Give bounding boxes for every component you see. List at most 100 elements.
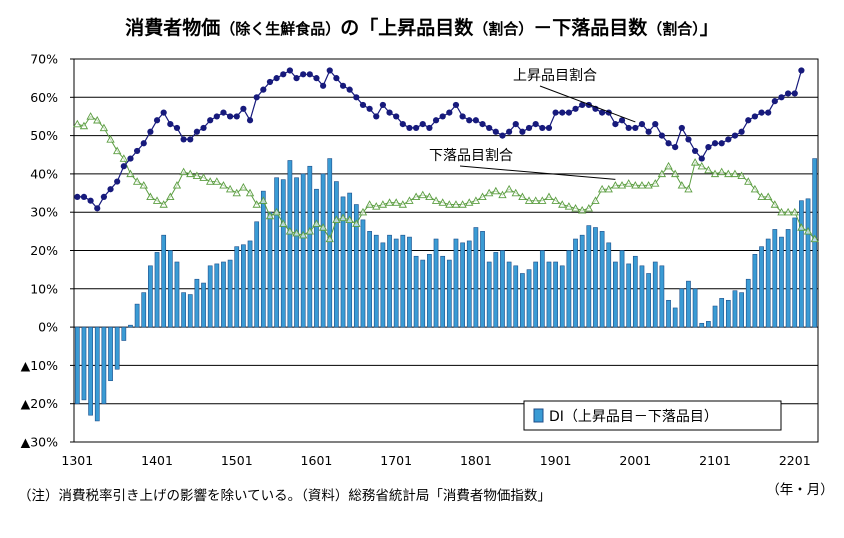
down-marker (445, 200, 454, 208)
di-bar (706, 321, 711, 328)
up-marker (479, 121, 486, 128)
di-bar (314, 188, 319, 328)
up-marker (466, 117, 473, 124)
di-bar (280, 179, 286, 328)
down-marker (478, 192, 487, 201)
up-marker (253, 94, 260, 101)
down-marker (372, 202, 381, 210)
di-bar (420, 259, 426, 328)
up-marker (711, 140, 719, 147)
up-marker (731, 132, 739, 139)
down-marker (737, 171, 746, 179)
axes: 70% 60% 50% 40% 30% 20% 10% 0% ▲10% ▲20% ▲30%1301 1… (21, 52, 811, 469)
di-bar (387, 234, 392, 328)
y-tick-label: ▲10% (21, 358, 59, 373)
di-bar (134, 303, 140, 328)
x-tick-label: 1701 (380, 453, 412, 468)
di-bar (380, 242, 386, 328)
down-marker (93, 115, 102, 124)
di-bar (666, 299, 671, 328)
down-marker (777, 207, 786, 216)
di-bar (174, 261, 180, 328)
up-marker (286, 67, 293, 74)
di-bar (626, 263, 632, 328)
di-bar (214, 263, 220, 328)
up-marker (280, 71, 287, 78)
up-marker (300, 71, 307, 78)
di-bar (154, 252, 160, 328)
chart-title: 消費者物価（除く生鮮食品）の「上昇品目数（割合）－下落品目数（割合）」 (125, 16, 719, 39)
up-marker (765, 109, 772, 116)
di-bar (745, 278, 751, 328)
down-marker (106, 135, 115, 143)
di-bar (88, 326, 93, 416)
down-marker (617, 181, 627, 189)
di-bar (367, 231, 372, 328)
y-tick-label: 20% (30, 243, 58, 258)
di-bar (765, 238, 771, 328)
down-marker (99, 123, 109, 132)
down-marker (206, 177, 215, 185)
di-bar (486, 261, 492, 328)
di-bar (460, 242, 465, 328)
up-marker (94, 205, 101, 212)
up-marker (512, 121, 519, 128)
down-marker (272, 207, 281, 216)
di-bar (506, 261, 512, 328)
y-tick-label: 40% (30, 166, 58, 181)
di-bar (586, 225, 592, 328)
x-tick-label: 1801 (460, 453, 492, 468)
down-marker (578, 205, 587, 214)
di-bar (121, 326, 127, 341)
down-marker (518, 192, 527, 201)
up-marker (353, 94, 360, 101)
down-marker (332, 215, 341, 224)
down-marker (803, 227, 813, 235)
up-marker (692, 147, 699, 155)
up-marker (486, 124, 493, 132)
down-marker (411, 192, 421, 201)
up-marker (499, 132, 506, 139)
di-bar (327, 158, 333, 328)
up-marker (273, 75, 280, 82)
up-marker (472, 117, 479, 124)
up-marker (246, 117, 254, 124)
up-marker (638, 121, 646, 128)
up-marker (532, 121, 539, 128)
di-bar (187, 294, 193, 328)
down-marker (485, 188, 494, 197)
di-bar (274, 177, 279, 328)
down-marker (458, 200, 467, 208)
di-bar (241, 244, 246, 328)
title-tail2: －下落品目数 (533, 16, 648, 39)
up-marker (160, 109, 167, 116)
y-tick-label: 0% (38, 320, 58, 335)
up-marker (452, 101, 460, 109)
up-marker (658, 132, 665, 139)
di-bar (254, 221, 260, 328)
down-marker (538, 196, 547, 204)
down-marker (159, 200, 168, 208)
di-bar (440, 255, 446, 328)
up-marker (625, 124, 632, 132)
di-bar (553, 261, 558, 328)
y-tick-label: 10% (30, 281, 58, 296)
x-tick-label: 2001 (619, 453, 651, 468)
di-bar (493, 252, 499, 328)
x-tick-label: 2201 (779, 453, 811, 468)
up-marker (187, 136, 194, 143)
up-marker (652, 121, 659, 128)
di-bar (400, 234, 406, 328)
up-marker (200, 124, 207, 132)
down-marker (259, 196, 268, 204)
down-marker (152, 196, 162, 204)
title-end: 」 (700, 17, 719, 39)
di-bar (466, 240, 472, 328)
down-marker (491, 186, 500, 195)
down-marker (338, 213, 348, 222)
up-marker (525, 124, 533, 132)
down-marker (398, 200, 407, 208)
di-bar (353, 204, 359, 328)
up-marker (193, 128, 200, 135)
up-marker (180, 136, 187, 143)
